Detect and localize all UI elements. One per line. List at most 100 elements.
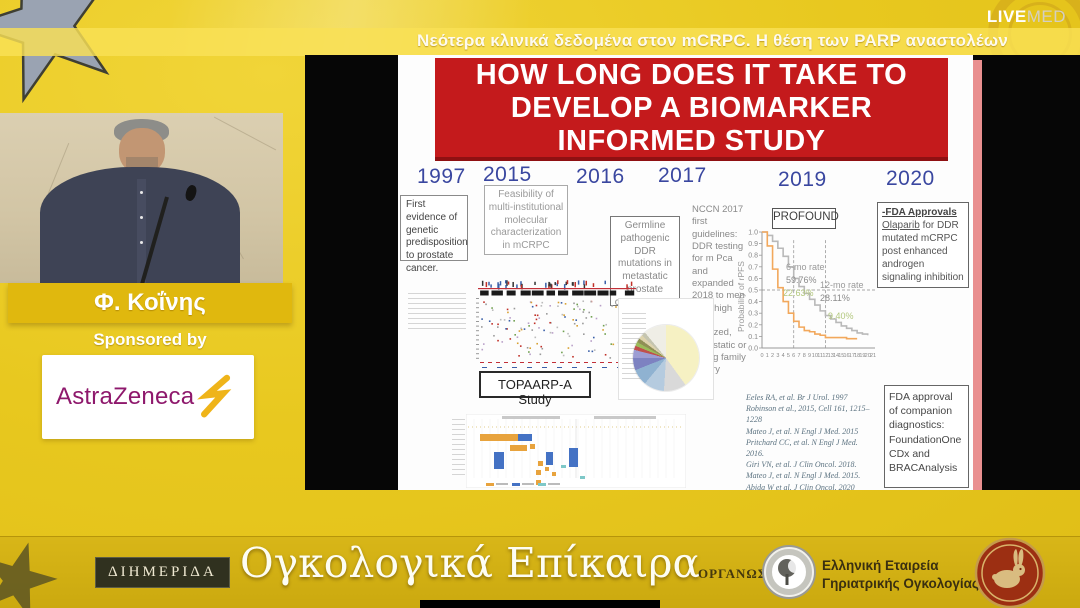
onco-dot (610, 343, 613, 345)
onco-mark (550, 283, 552, 288)
onco-dot (575, 319, 578, 321)
onco-dot (526, 346, 529, 349)
onco-dot (615, 306, 617, 308)
onco-dot (560, 302, 563, 304)
bottom-letterbox (420, 600, 660, 608)
onco-dot (527, 322, 530, 325)
onco-mark (505, 284, 507, 290)
onco-dash (520, 362, 524, 363)
onco-dot (551, 332, 554, 334)
reference-item: Giri VN, et al. J Clin Oncol. 2018. (746, 460, 857, 470)
onco-dot (590, 300, 592, 303)
km-x-tick-label: 18 (854, 353, 860, 359)
pie-chart (633, 325, 699, 391)
onco-dot (523, 328, 526, 330)
onco-dot (550, 322, 552, 324)
km-6mo-rate-b: 22.63% (783, 288, 814, 298)
onco-dash (536, 362, 540, 363)
onco-dot (573, 308, 575, 310)
onco-block (506, 290, 516, 296)
speaker-name-band: Φ. Κοΐνης (8, 283, 292, 323)
onco-mark (504, 280, 507, 284)
box-profound: PROFOUND (772, 208, 839, 229)
km-x-tick-label: 14 (833, 353, 839, 359)
km-curve-control (762, 231, 858, 340)
km-x-tick-label: 9 (808, 353, 811, 359)
gantt-row-labels (452, 419, 465, 479)
onco-dash (480, 362, 484, 363)
onco-mark (585, 280, 588, 286)
onco-dot (564, 303, 567, 305)
onco-dot (519, 345, 522, 347)
km-x-tick-label: 13 (828, 353, 834, 359)
fda-approvals-title: -FDA Approvals (882, 207, 957, 218)
timeline-year-1997: 1997 (417, 165, 466, 188)
onco-dot (491, 307, 493, 309)
onco-dot (514, 334, 516, 336)
onco-dash (602, 367, 607, 368)
onco-dot (576, 325, 578, 327)
onco-mark (485, 282, 488, 288)
km-y-tick-label: 0.8 (748, 253, 758, 260)
onco-dot (534, 336, 537, 339)
km-6mo-label: 6-mo rate (786, 262, 825, 272)
onco-mark (481, 280, 484, 286)
onco-block (597, 290, 609, 296)
onco-dot (516, 342, 519, 345)
onco-dot (582, 322, 584, 325)
onco-dash (552, 362, 556, 363)
onco-dot (481, 326, 483, 328)
onco-mark (548, 281, 550, 287)
fda-drug-name: Olaparib (882, 220, 920, 231)
onco-mark (490, 284, 492, 288)
km-x-tick-label: 10 (812, 353, 818, 359)
onco-mark (506, 280, 508, 287)
onco-mark (592, 283, 595, 287)
onco-dot (541, 347, 544, 350)
onco-dot (561, 313, 564, 316)
onco-dot (538, 327, 540, 329)
onco-dash (527, 367, 532, 368)
onco-dot (543, 329, 545, 332)
onco-dot (609, 357, 612, 359)
km-x-tick-label: 1 (766, 353, 769, 359)
onco-dot (491, 323, 493, 325)
km-x-tick-label: 0 (760, 353, 763, 359)
onco-dot (556, 326, 559, 329)
km-12mo-label: 12-mo rate (820, 280, 864, 290)
reference-item: Mateo J, et al. N Engl J Med. 2015. (746, 471, 861, 481)
sponsored-by-label: Sponsored by (93, 330, 207, 349)
km-y-tick-label: 0.2 (748, 322, 758, 329)
km-y-tick-label: 0.7 (748, 264, 758, 271)
onco-dot (582, 311, 585, 313)
onco-dot (513, 320, 515, 322)
onco-dot (571, 344, 573, 347)
onco-mark (520, 281, 522, 287)
onco-dash (592, 362, 596, 363)
reference-item: Pritchard CC, et al. N Engl J Med. 2016. (746, 437, 858, 458)
onco-dash (496, 362, 500, 363)
onco-dash (542, 367, 547, 368)
onco-axis-tick (476, 334, 479, 336)
box-2015-feasibility: Feasibility of multi-institutional molec… (484, 185, 568, 255)
onco-dot (599, 304, 602, 307)
onco-dot (611, 305, 613, 308)
onco-axis-tick (476, 339, 479, 341)
onco-dot (529, 353, 531, 356)
onco-dot (562, 330, 565, 333)
rabbit-emblem (974, 537, 1046, 608)
onco-dot (567, 332, 569, 335)
onco-dot (518, 355, 520, 357)
onco-dot (518, 330, 521, 332)
onco-mark (626, 284, 628, 290)
onco-dot (557, 301, 560, 304)
onco-dot (483, 301, 485, 303)
onco-dot (497, 326, 499, 328)
onco-dash (600, 362, 604, 363)
timeline-year-2020: 2020 (886, 167, 935, 190)
onco-mark (516, 284, 518, 289)
onco-dot (503, 319, 506, 321)
onco-dot (493, 334, 495, 337)
onco-dot (533, 322, 536, 325)
onco-dot (488, 320, 491, 323)
